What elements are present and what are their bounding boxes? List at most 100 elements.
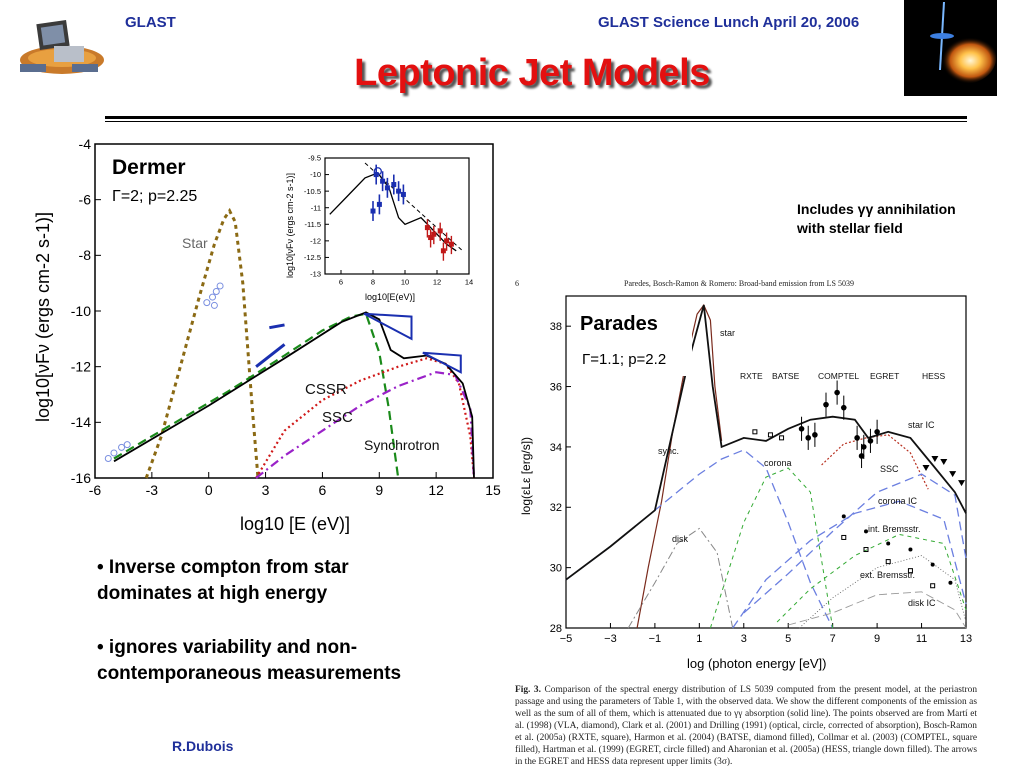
header-left: GLAST (125, 14, 176, 31)
dermer-xtick-label: 3 (262, 482, 270, 498)
parades-xtick-label: −1 (649, 633, 662, 645)
dermer-series-synchrotron (113, 312, 400, 479)
caption-label: Fig. 3. (515, 685, 541, 695)
inset-point (400, 191, 406, 197)
inset-ytick-label: -13 (310, 270, 321, 279)
parades-hess-point (940, 459, 948, 465)
parades-intb-point (864, 529, 868, 534)
inset-frame (324, 157, 470, 275)
parades-axes-box (565, 295, 967, 629)
parades-point (874, 429, 880, 435)
parades-intb-point (908, 547, 913, 552)
inset-point (391, 182, 397, 188)
gamma-note: Includes γγ annihilation with stellar fi… (797, 201, 956, 236)
glast-satellite-logo (20, 20, 104, 74)
dermer-ticks: -6 -3 0 3 6 9 12 15 -16 -14 -12 -10 -8 -6 -4 (71, 136, 501, 498)
dermer-inset: 6 8 10 12 14-13-12.5-12-11.5-11-10.5-10-9.5 … (283, 150, 483, 302)
inset-point (376, 201, 382, 207)
dermer-batse-bar (255, 343, 286, 368)
parades-extb-point (841, 534, 847, 540)
par-label-sync: sync. (658, 446, 679, 456)
dermer-radio-point (118, 443, 126, 451)
inset-series (329, 162, 463, 261)
paper-running-head: Paredes, Bosch-Ramon & Romero: Broad-ban… (624, 279, 854, 288)
dermer-label: Dermer (112, 156, 186, 179)
page-title: Leptonic Jet Models (354, 52, 710, 94)
parades-rxte-point (779, 435, 785, 441)
footer-author: R.Dubois (172, 738, 234, 754)
inset-xtick-label: 14 (465, 278, 473, 287)
parades-xtick-label: −5 (560, 633, 573, 645)
dermer-radio-point (123, 441, 131, 449)
parades-point (860, 444, 867, 450)
parades-ytick-label: 28 (550, 623, 562, 635)
inset-ticks: 6 8 10 12 14 -13 -12.5 -12 -11.5 -11 -10.5 -10 -9.5 (304, 154, 473, 287)
parades-ytick-label: 36 (550, 381, 562, 393)
parades-ytick-label: 34 (550, 442, 562, 454)
parades-ytick-label: 30 (550, 562, 562, 574)
inset-powerlaw (364, 162, 463, 252)
parades-xtick-label: 11 (916, 633, 927, 645)
parades-series-sync- (565, 449, 834, 629)
parades-ytick-label: 38 (550, 321, 562, 333)
parades-series-int-bremsstr- (776, 533, 967, 623)
dermer-total-curve (113, 311, 475, 479)
dermer-ytick-label: -8 (79, 247, 92, 263)
parades-point (805, 435, 812, 441)
parades-point (867, 438, 874, 444)
parades-extb-point (863, 547, 869, 553)
parades-hess-point (922, 465, 930, 472)
inset-point (437, 228, 443, 234)
parades-intb-point (948, 580, 953, 585)
band-egret: EGRET (870, 371, 899, 381)
parades-series-star-ic (821, 434, 929, 490)
parades-xtick-label: 9 (874, 633, 880, 645)
dermer-xray-bar (269, 323, 285, 330)
dermer-ytick-label: -6 (79, 192, 92, 208)
dermer-xtick-label: -3 (146, 482, 159, 498)
band-rxte: RXTE (740, 371, 763, 381)
inset-point (380, 178, 386, 184)
dermer-optical-point (212, 288, 220, 296)
band-batse: BATSE (772, 371, 800, 381)
parades-series-corona-ic (732, 500, 967, 629)
parades-ytick-label: 32 (550, 502, 562, 514)
inset-ytick-label: -11 (311, 203, 321, 212)
parades-extb-point (907, 568, 913, 574)
inset-xlabel: log10[E(eV)] (365, 292, 415, 302)
parades-intb-point (841, 514, 846, 519)
parades-series-disk-ic (788, 591, 967, 629)
par-label-extb: ext. Bremsstr. (860, 570, 915, 580)
parades-point (858, 453, 865, 459)
par-label-staric: star IC (908, 420, 935, 430)
dermer-xtick-label: 15 (485, 482, 501, 498)
parades-xtick-label: 13 (960, 633, 972, 645)
par-label-diskic: disk IC (908, 598, 936, 608)
parades-point (823, 401, 829, 408)
inset-point (448, 241, 454, 247)
dermer-hess-bowtie (422, 351, 462, 374)
dermer-series-cssr (255, 357, 476, 479)
dermer-ytick-label: -10 (71, 303, 91, 319)
parades-series-corona (709, 467, 834, 629)
parades-rxte-point (767, 432, 773, 438)
parades-series-ext-bremsstr- (798, 555, 967, 629)
dermer-xtick-label: 9 (375, 482, 383, 498)
inset-ytick-label: -11.5 (304, 220, 321, 229)
inset-ytick-label: -12 (310, 236, 321, 245)
parades-xtick-label: 3 (741, 633, 747, 645)
dermer-label-cssr: CSSR (305, 381, 347, 398)
inset-ytick-label: -9.5 (308, 154, 321, 163)
dermer-optical-point (203, 299, 211, 307)
inset-xtick-label: 6 (339, 278, 343, 287)
dermer-egret-bowtie (363, 312, 413, 341)
parades-xtick-label: 7 (830, 633, 836, 645)
parades-hess-point (958, 480, 966, 487)
dermer-radio-point (104, 455, 112, 463)
parades-xtick-label: 5 (785, 633, 791, 645)
parades-xtick-label: 1 (696, 633, 702, 645)
parades-point (834, 389, 840, 396)
dermer-ylabel: log10[νFν (ergs cm-2 s-1)] (33, 212, 53, 422)
band-hess: HESS (922, 371, 945, 381)
